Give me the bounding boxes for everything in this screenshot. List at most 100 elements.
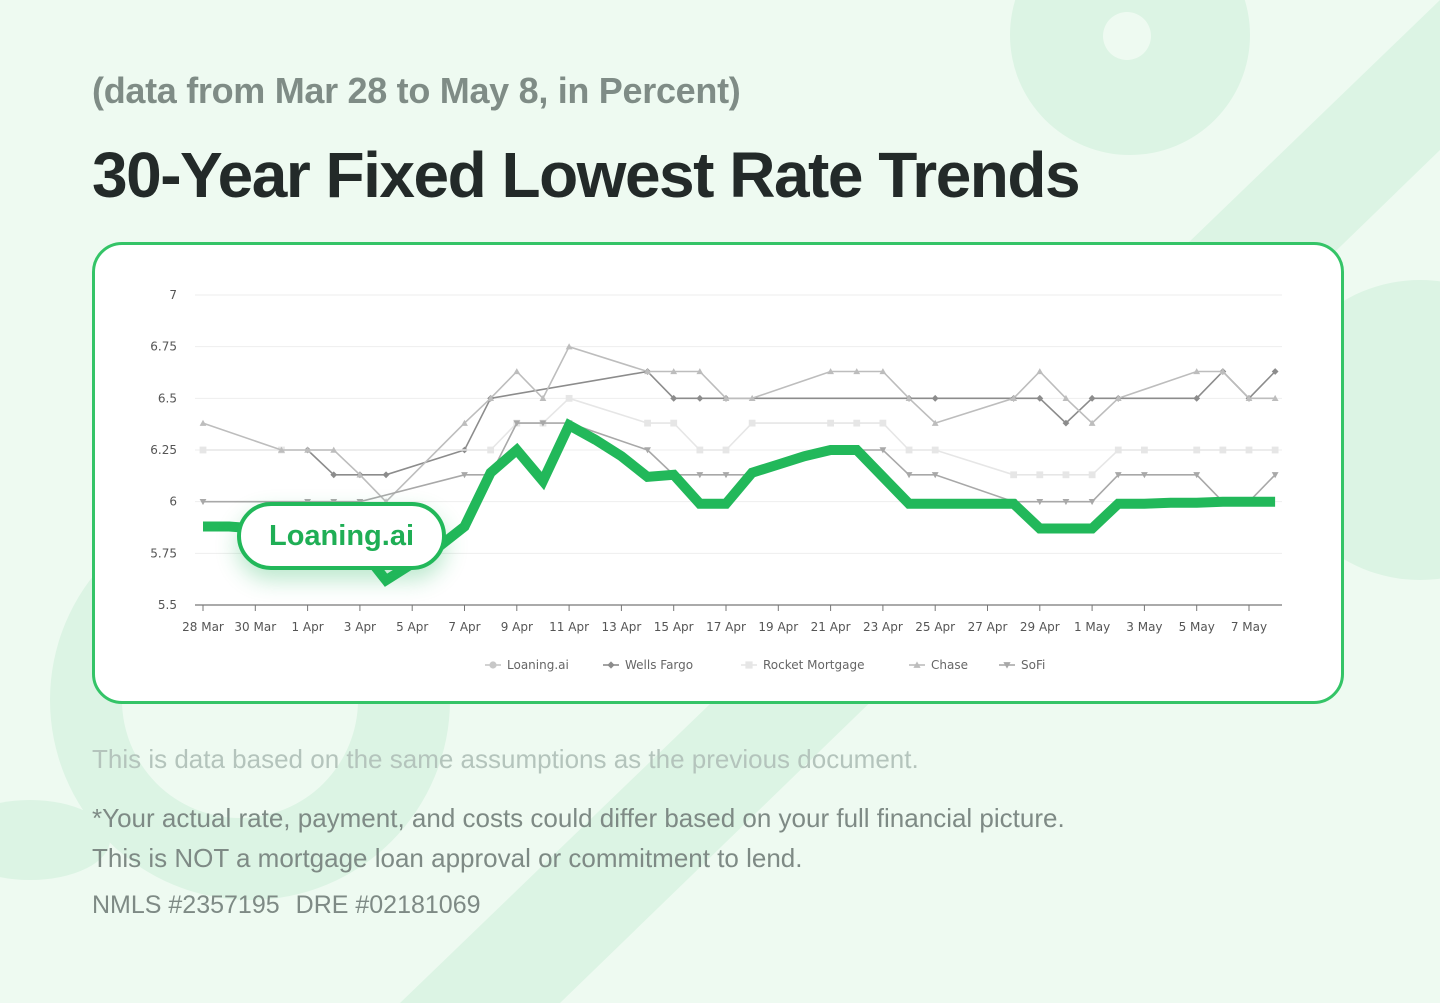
loaning-ai-callout: Loaning.ai bbox=[237, 502, 446, 570]
disclaimer: *Your actual rate, payment, and costs co… bbox=[92, 798, 1065, 878]
data-point bbox=[487, 446, 495, 454]
data-point bbox=[1114, 394, 1122, 402]
data-point bbox=[879, 368, 887, 375]
nmls-number: NMLS #2357195 bbox=[92, 891, 280, 919]
assumption-note: This is data based on the same assumptio… bbox=[92, 744, 919, 774]
x-tick-label: 5 Apr bbox=[396, 620, 428, 634]
legend-item-rocket-mortgage: Rocket Mortgage bbox=[741, 658, 864, 672]
legend-marker bbox=[607, 661, 615, 669]
data-point bbox=[1036, 394, 1044, 402]
data-point bbox=[1036, 368, 1044, 375]
series-line-rocket-mortgage bbox=[203, 397, 1276, 476]
dre-number: DRE #02181069 bbox=[295, 891, 481, 919]
data-point bbox=[931, 394, 939, 402]
data-point bbox=[1010, 471, 1018, 479]
legend-marker bbox=[1003, 662, 1011, 669]
loaning-ai-badge: Loaning.ai bbox=[237, 502, 446, 570]
data-point bbox=[1193, 368, 1201, 375]
legend-label: Chase bbox=[931, 658, 968, 672]
data-point bbox=[199, 446, 207, 454]
data-point bbox=[461, 419, 468, 426]
data-point bbox=[670, 419, 678, 427]
data-point bbox=[879, 447, 887, 454]
legend-item-wells-fargo: Wells Fargo bbox=[603, 658, 693, 672]
x-tick-label: 21 Apr bbox=[811, 620, 851, 634]
data-point bbox=[513, 368, 521, 375]
data-point bbox=[382, 471, 390, 479]
legend-label: Rocket Mortgage bbox=[763, 658, 864, 672]
x-tick-label: 3 May bbox=[1126, 620, 1162, 634]
data-point bbox=[931, 472, 939, 479]
y-tick-label: 6.25 bbox=[150, 443, 177, 457]
x-tick-label: 7 May bbox=[1231, 620, 1267, 634]
data-point bbox=[905, 394, 913, 402]
legend-item-chase: Chase bbox=[909, 658, 968, 672]
x-tick-label: 7 Apr bbox=[448, 620, 480, 634]
data-point bbox=[1271, 368, 1279, 375]
data-point bbox=[853, 419, 861, 427]
legend-label: Wells Fargo bbox=[625, 658, 693, 672]
line-chart: 5.5 5.75 6 6.25 6.5 6.75 7 28 Mar 30 Mar 1 Apr 3 A… bbox=[150, 288, 1282, 672]
y-tick-label: 7 bbox=[169, 288, 177, 302]
data-point bbox=[199, 419, 207, 426]
x-tick-label: 17 Apr bbox=[706, 620, 746, 634]
disclaimer-line-1: *Your actual rate, payment, and costs co… bbox=[92, 803, 1065, 833]
data-point bbox=[565, 394, 573, 402]
legend-item-loaning-ai: Loaning.ai bbox=[485, 658, 569, 672]
data-point bbox=[1141, 472, 1148, 479]
chart-card: 5.5 5.75 6 6.25 6.5 6.75 7 28 Mar 30 Mar 1 Apr 3 A… bbox=[92, 242, 1344, 704]
data-point bbox=[278, 446, 285, 453]
y-tick-label: 5.5 bbox=[158, 598, 177, 612]
page-title: 30-Year Fixed Lowest Rate Trends bbox=[92, 139, 1081, 211]
data-point bbox=[905, 446, 913, 454]
series-chase bbox=[199, 343, 1279, 505]
data-point bbox=[644, 447, 651, 454]
x-tick-label: 30 Mar bbox=[234, 620, 276, 634]
data-point bbox=[931, 446, 939, 454]
data-point bbox=[1088, 498, 1096, 506]
data-point bbox=[1193, 446, 1201, 454]
data-point bbox=[1245, 446, 1253, 454]
series-rocket-mortgage bbox=[199, 394, 1279, 479]
data-point bbox=[513, 420, 521, 427]
legend-label: Loaning.ai bbox=[507, 658, 569, 672]
data-point bbox=[199, 498, 207, 506]
data-point bbox=[461, 472, 468, 479]
x-tick-label: 29 Apr bbox=[1020, 620, 1060, 634]
data-point bbox=[748, 419, 756, 427]
data-point bbox=[1271, 446, 1279, 454]
data-point bbox=[644, 368, 651, 375]
data-point bbox=[1193, 394, 1201, 402]
data-point bbox=[1010, 394, 1018, 402]
legend-marker bbox=[745, 661, 753, 669]
y-tick-label: 5.75 bbox=[150, 546, 177, 560]
legend-marker bbox=[913, 661, 921, 668]
x-tick-label: 9 Apr bbox=[501, 620, 533, 634]
y-tick-label: 6.75 bbox=[150, 340, 177, 354]
data-point bbox=[1141, 446, 1148, 454]
data-point bbox=[905, 472, 913, 479]
data-point bbox=[1036, 471, 1044, 479]
data-point bbox=[696, 368, 704, 375]
license-info: NMLS #2357195 DRE #02181069 bbox=[92, 891, 497, 920]
x-tick-label: 23 Apr bbox=[863, 620, 903, 634]
data-point bbox=[1245, 394, 1253, 402]
data-point bbox=[1219, 368, 1227, 375]
series-loaning-ai bbox=[203, 418, 1276, 587]
x-tick-label: 13 Apr bbox=[601, 620, 641, 634]
data-point bbox=[722, 446, 730, 454]
x-tick-label: 1 Apr bbox=[291, 620, 323, 634]
legend-marker bbox=[489, 661, 497, 669]
data-point bbox=[748, 394, 756, 402]
x-tick-label: 28 Mar bbox=[182, 620, 224, 634]
x-tick-label: 3 Apr bbox=[344, 620, 376, 634]
data-point bbox=[1062, 498, 1070, 506]
data-point bbox=[1114, 472, 1122, 479]
data-point bbox=[853, 368, 861, 375]
chart-subtitle: (data from Mar 28 to May 8, in Percent) bbox=[92, 70, 741, 111]
x-tick-label: 5 May bbox=[1179, 620, 1215, 634]
x-tick-label: 1 May bbox=[1074, 620, 1110, 634]
data-point bbox=[722, 472, 730, 479]
data-point bbox=[670, 368, 678, 375]
legend-item-sofi: SoFi bbox=[999, 658, 1045, 672]
